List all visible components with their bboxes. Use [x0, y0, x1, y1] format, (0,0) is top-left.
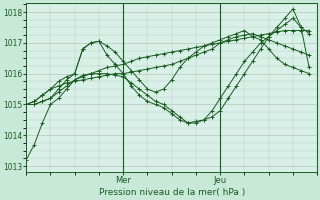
X-axis label: Pression niveau de la mer( hPa ): Pression niveau de la mer( hPa ): [99, 188, 245, 197]
